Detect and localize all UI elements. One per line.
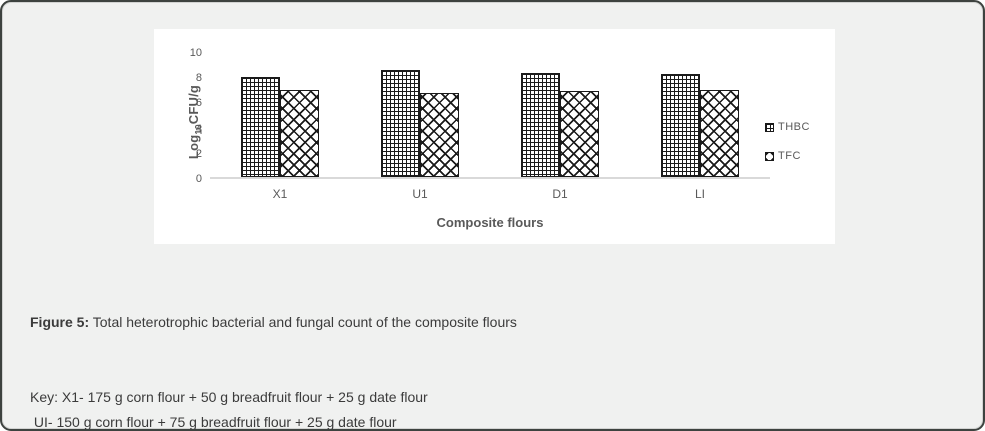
legend-label: TFC: [778, 150, 801, 162]
figure-number-label: Figure 5:: [30, 314, 90, 330]
bar-group-li: [661, 53, 739, 177]
category-label-li: LI: [694, 187, 705, 201]
legend-item-thbc: THBC: [765, 121, 810, 133]
figure-caption: Figure 5: Total heterotrophic bacterial …: [30, 260, 963, 430]
bar-thbc-u1: [381, 70, 420, 177]
y-tick-label: 8: [195, 72, 202, 85]
y-tick-label: 10: [189, 47, 202, 59]
plot-area: [210, 53, 770, 179]
y-tick-label: 0: [195, 173, 202, 185]
bar-chart: Log10CFU/g 0 2 4 6 8 10 X1 U1 D1 LI Composite fl…: [154, 29, 835, 244]
category-labels: X1 U1 D1 LI: [210, 187, 770, 201]
bar-groups: [210, 53, 770, 177]
bar-tfc-li: [700, 90, 739, 177]
bar-tfc-u1: [420, 92, 459, 177]
bar-thbc-li: [661, 74, 700, 177]
y-axis-ticks: 0 2 4 6 8 10: [154, 47, 202, 185]
bar-group-d1: [521, 53, 599, 177]
figure-title-text: Total heterotrophic bacterial and fungal…: [89, 314, 517, 330]
category-label-u1: U1: [412, 187, 428, 201]
y-tick-label: 4: [195, 122, 202, 135]
caption-key-line: UI- 150 g corn flour + 75 g breadfruit f…: [30, 414, 397, 430]
bar-thbc-x1: [241, 76, 280, 177]
bar-tfc-d1: [560, 91, 599, 177]
legend-swatch-diagonal-crosshatch-icon: [765, 151, 774, 161]
x-axis-title: Composite flours: [436, 215, 544, 230]
bar-tfc-x1: [280, 90, 319, 177]
category-label-x1: X1: [272, 187, 288, 201]
bar-group-u1: [381, 53, 459, 177]
bar-thbc-d1: [521, 72, 560, 177]
chart-legend: THBC TFC: [765, 121, 810, 162]
legend-item-tfc: TFC: [765, 150, 810, 162]
y-tick-label: 2: [195, 147, 202, 160]
legend-label: THBC: [778, 121, 810, 133]
category-label-d1: D1: [552, 187, 568, 201]
caption-key-line: Key: X1- 175 g corn flour + 50 g breadfr…: [30, 389, 428, 405]
legend-swatch-grid-icon: [765, 122, 774, 132]
caption-key-lines: Key: X1- 175 g corn flour + 50 g breadfr…: [30, 385, 963, 430]
caption-title-line: Figure 5: Total heterotrophic bacterial …: [30, 310, 963, 335]
y-tick-label: 6: [195, 97, 202, 110]
bar-group-x1: [241, 53, 319, 177]
